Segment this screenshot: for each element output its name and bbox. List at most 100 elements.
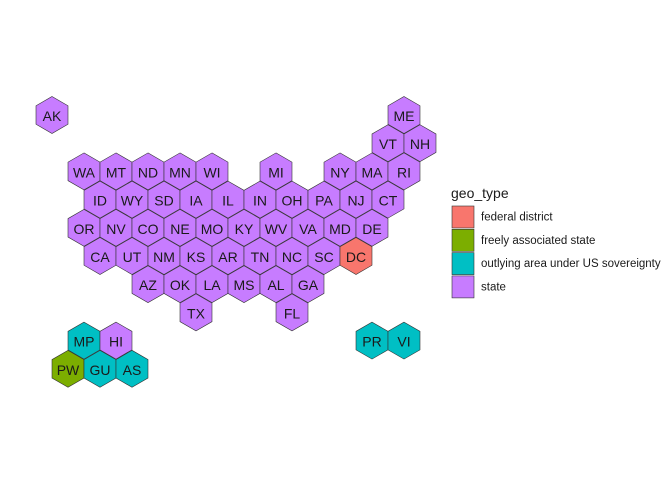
hex-label: FL bbox=[284, 305, 301, 321]
hex-md: MD bbox=[323, 208, 357, 247]
hex-label: AZ bbox=[139, 277, 157, 293]
hex-tx: TX bbox=[179, 293, 213, 332]
hex-ga: GA bbox=[291, 265, 325, 304]
hex-ia: IA bbox=[179, 180, 213, 219]
hex-shape bbox=[403, 124, 437, 163]
hex-wy: WY bbox=[115, 180, 149, 219]
hex-ny: NY bbox=[323, 152, 357, 191]
hex-label: OK bbox=[170, 277, 191, 293]
hex-ca: CA bbox=[83, 237, 117, 275]
hex-label: OR bbox=[74, 221, 95, 237]
legend-items: federal district freely associated state o… bbox=[451, 205, 661, 299]
hex-ne: NE bbox=[163, 208, 197, 247]
hex-label: DE bbox=[362, 221, 381, 237]
legend-label: federal district bbox=[481, 212, 553, 224]
hex-hi: HI bbox=[99, 321, 133, 360]
hex-label: SD bbox=[154, 193, 173, 209]
hex-ok: OK bbox=[163, 265, 197, 304]
hex-label: NM bbox=[153, 249, 175, 265]
hex-label: IA bbox=[189, 193, 203, 209]
hex-me: ME bbox=[387, 96, 421, 134]
hex-label: NH bbox=[410, 136, 430, 152]
hex-label: GU bbox=[90, 362, 111, 378]
hex-label: AL bbox=[267, 277, 284, 293]
hex-nc: NC bbox=[275, 237, 309, 275]
hex-ak: AK bbox=[35, 96, 69, 134]
hex-shape bbox=[339, 237, 373, 275]
hex-shape bbox=[387, 152, 421, 191]
hex-label: WA bbox=[73, 164, 96, 180]
hex-shape bbox=[195, 152, 229, 191]
hex-label: MT bbox=[106, 164, 127, 180]
hex-ks: KS bbox=[179, 237, 213, 275]
hex-vi: VI bbox=[387, 321, 421, 360]
hex-label: VI bbox=[397, 334, 410, 350]
hex-label: NY bbox=[330, 164, 350, 180]
hex-label: DC bbox=[346, 249, 366, 265]
hex-shape bbox=[371, 180, 405, 219]
hex-label: MS bbox=[234, 277, 255, 293]
hex-shape bbox=[259, 152, 293, 191]
hex-nj: NJ bbox=[339, 180, 373, 219]
hex-label: GA bbox=[298, 277, 319, 293]
hex-ms: MS bbox=[227, 265, 261, 304]
hex-co: CO bbox=[131, 208, 165, 247]
hex-vt: VT bbox=[371, 124, 405, 163]
hex-ky: KY bbox=[227, 208, 261, 247]
hex-shape bbox=[291, 265, 325, 304]
hex-label: ND bbox=[138, 164, 158, 180]
hex-al: AL bbox=[259, 265, 293, 304]
hex-label: HI bbox=[109, 334, 123, 350]
hex-label: NE bbox=[170, 221, 189, 237]
legend-label: outlying area under US sovereignty bbox=[481, 258, 661, 270]
hex-label: KY bbox=[235, 221, 254, 237]
hex-shape bbox=[35, 96, 69, 134]
hex-label: WI bbox=[203, 164, 220, 180]
hex-label: CO bbox=[138, 221, 159, 237]
legend-swatch bbox=[451, 205, 475, 229]
hex-label: ID bbox=[93, 193, 107, 209]
hex-label: LA bbox=[203, 277, 221, 293]
hex-shape bbox=[387, 321, 421, 360]
hex-label: VT bbox=[379, 136, 397, 152]
hex-pa: PA bbox=[307, 180, 341, 219]
hex-label: PA bbox=[315, 193, 333, 209]
legend-item: state bbox=[451, 275, 506, 299]
hex-shape bbox=[387, 96, 421, 134]
hex-sc: SC bbox=[307, 237, 341, 275]
legend-swatch bbox=[451, 252, 475, 275]
hex-label: UT bbox=[123, 249, 142, 265]
hex-label: KS bbox=[187, 249, 206, 265]
legend-label: state bbox=[481, 281, 506, 293]
hex-va: VA bbox=[291, 208, 325, 247]
hex-label: TX bbox=[187, 305, 206, 321]
hex-la: LA bbox=[195, 265, 229, 304]
hex-tn: TN bbox=[243, 237, 277, 275]
hex-id: ID bbox=[83, 180, 117, 219]
hex-label: IN bbox=[253, 193, 267, 209]
hex-wi: WI bbox=[195, 152, 229, 191]
hex-ri: RI bbox=[387, 152, 421, 191]
hex-wv: WV bbox=[259, 208, 293, 247]
hex-nm: NM bbox=[147, 237, 181, 275]
hex-label: NC bbox=[282, 249, 302, 265]
hex-label: WV bbox=[265, 221, 288, 237]
hex-label: WY bbox=[121, 193, 144, 209]
hex-mo: MO bbox=[195, 208, 229, 247]
hex-as: AS bbox=[115, 349, 149, 388]
legend-title: geo_type bbox=[451, 185, 509, 201]
hex-label: MP bbox=[74, 334, 95, 350]
hex-label: OH bbox=[282, 193, 303, 209]
hex-or: OR bbox=[67, 208, 101, 247]
legend-swatch bbox=[451, 229, 475, 252]
hex-gu: GU bbox=[83, 349, 117, 388]
hex-label: VA bbox=[299, 221, 317, 237]
hex-label: MD bbox=[329, 221, 351, 237]
hex-shape bbox=[355, 208, 389, 247]
hex-label: MO bbox=[201, 221, 224, 237]
hex-label: TN bbox=[251, 249, 270, 265]
hex-label: RI bbox=[397, 164, 411, 180]
hex-label: MA bbox=[362, 164, 384, 180]
legend: geo_type federal district freely associat… bbox=[451, 185, 661, 299]
